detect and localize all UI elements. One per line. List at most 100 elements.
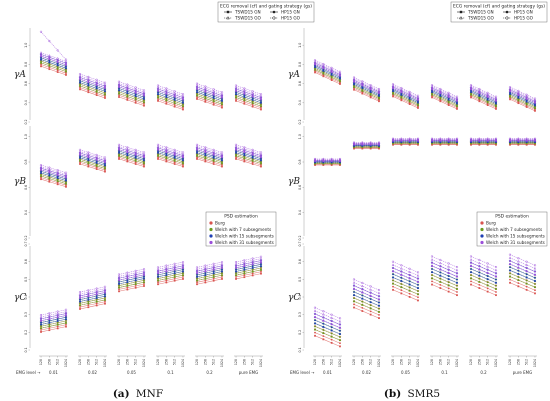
x-subtick-label: 512 bbox=[212, 359, 216, 365]
data-point bbox=[79, 76, 81, 79]
circle-marker-icon bbox=[505, 10, 509, 14]
data-point bbox=[235, 270, 237, 273]
series-line bbox=[353, 86, 380, 99]
legend-ecg-entry-1: TSWD15 GN bbox=[467, 10, 494, 15]
data-point bbox=[439, 261, 442, 265]
series-line bbox=[118, 90, 145, 100]
data-point bbox=[361, 81, 364, 84]
series-line bbox=[353, 304, 380, 316]
data-point bbox=[243, 157, 246, 160]
data-point bbox=[117, 144, 121, 148]
data-point bbox=[439, 283, 442, 286]
data-point bbox=[235, 266, 237, 269]
data-point bbox=[56, 327, 59, 330]
data-point bbox=[134, 275, 137, 278]
data-point bbox=[251, 97, 254, 100]
data-point bbox=[235, 156, 237, 159]
data-point bbox=[212, 161, 215, 164]
data-point bbox=[456, 278, 458, 281]
data-point bbox=[517, 269, 520, 272]
x-group-label: 0.2 bbox=[480, 370, 487, 375]
data-point bbox=[64, 172, 68, 176]
y-tick-label: 0.4 bbox=[24, 294, 28, 299]
data-point bbox=[525, 260, 528, 263]
data-point bbox=[204, 272, 207, 275]
data-point bbox=[126, 151, 129, 154]
data-point bbox=[104, 161, 106, 164]
data-point bbox=[260, 98, 262, 101]
data-point bbox=[369, 141, 372, 145]
data-point bbox=[212, 97, 215, 99]
data-point bbox=[417, 104, 419, 107]
x-group-label: 0.05 bbox=[127, 370, 136, 375]
data-point bbox=[134, 101, 137, 104]
data-point bbox=[456, 288, 458, 290]
data-point bbox=[361, 288, 364, 291]
data-point bbox=[103, 285, 107, 288]
welch31-swatch-icon bbox=[480, 240, 484, 245]
data-point bbox=[369, 88, 372, 91]
data-point bbox=[400, 273, 403, 276]
series-line bbox=[79, 89, 106, 99]
series-line bbox=[79, 154, 106, 163]
data-point bbox=[104, 165, 106, 168]
data-point bbox=[221, 276, 223, 278]
data-point bbox=[470, 96, 472, 99]
data-point bbox=[196, 153, 198, 156]
data-point bbox=[95, 84, 98, 86]
data-point bbox=[40, 63, 42, 66]
series-line bbox=[196, 152, 223, 161]
data-point bbox=[118, 153, 120, 156]
data-point bbox=[204, 152, 207, 155]
x-subtick-label: 128 bbox=[234, 359, 238, 365]
series-line bbox=[157, 273, 184, 279]
data-point bbox=[322, 319, 325, 322]
data-point bbox=[338, 157, 342, 161]
data-point bbox=[204, 100, 207, 103]
data-point bbox=[65, 184, 67, 187]
data-point bbox=[439, 280, 442, 283]
series-line bbox=[157, 265, 184, 272]
data-point bbox=[517, 279, 520, 282]
series-line bbox=[353, 85, 380, 98]
data-point bbox=[196, 281, 198, 284]
data-point bbox=[195, 144, 199, 148]
data-point bbox=[447, 101, 450, 104]
data-point bbox=[87, 77, 90, 80]
data-point bbox=[470, 265, 472, 267]
data-point bbox=[322, 338, 325, 341]
series-line bbox=[196, 96, 223, 107]
data-point bbox=[400, 137, 403, 140]
data-point bbox=[173, 272, 176, 275]
data-point bbox=[126, 288, 129, 291]
data-point bbox=[56, 321, 59, 324]
data-point bbox=[235, 272, 237, 275]
data-point bbox=[204, 266, 207, 269]
x-subtick-label: 128 bbox=[430, 359, 434, 365]
data-point bbox=[534, 109, 536, 112]
data-point bbox=[204, 264, 207, 267]
data-point bbox=[182, 160, 184, 163]
data-point bbox=[243, 260, 246, 264]
data-point bbox=[509, 88, 511, 91]
data-point bbox=[456, 275, 458, 278]
data-point bbox=[196, 272, 198, 274]
data-point bbox=[117, 81, 121, 85]
data-point bbox=[143, 164, 145, 166]
data-point bbox=[243, 91, 246, 93]
series-line bbox=[196, 158, 223, 167]
data-point bbox=[431, 274, 433, 277]
data-point bbox=[478, 280, 481, 283]
data-point bbox=[243, 276, 246, 279]
data-point bbox=[251, 102, 254, 105]
data-point bbox=[104, 289, 106, 292]
data-point bbox=[369, 91, 372, 93]
data-point bbox=[469, 85, 473, 88]
data-point bbox=[182, 108, 184, 111]
x-subtick-label: 128 bbox=[508, 359, 512, 365]
legend-psd-entry-2: Welch with 7 subsegments bbox=[486, 227, 542, 232]
data-point bbox=[126, 84, 129, 88]
legend-psd-left: PSD estimation Burg Welch with 7 subsegm… bbox=[205, 211, 277, 247]
caption-b-text: SMR5 bbox=[408, 388, 441, 400]
data-point bbox=[509, 275, 511, 278]
